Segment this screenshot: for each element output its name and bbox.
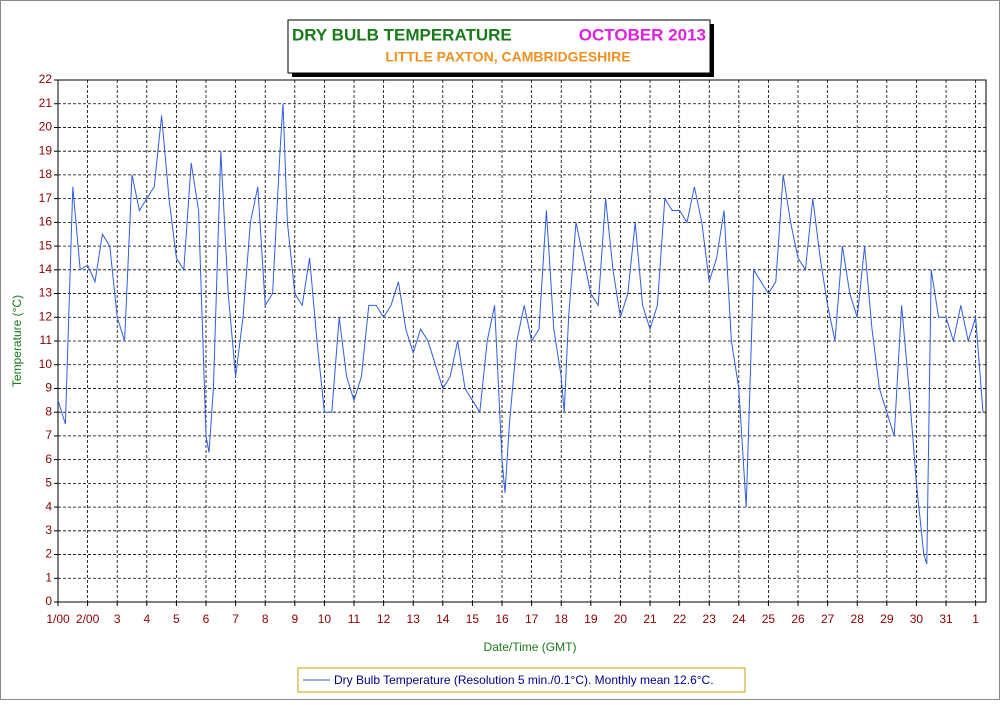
legend-box [297, 667, 746, 693]
x-tick-label: 1 [972, 612, 979, 626]
y-tick-label: 9 [45, 381, 52, 395]
y-tick-label: 0 [45, 594, 52, 608]
chart-title: DRY BULB TEMPERATURE [292, 25, 512, 44]
y-tick-label: 13 [39, 286, 53, 300]
y-tick-label: 4 [45, 499, 52, 513]
x-tick-label: 29 [880, 612, 894, 626]
x-tick-label: 21 [643, 612, 657, 626]
plot-frame [57, 79, 987, 603]
x-tick-label: 17 [525, 612, 539, 626]
x-tick-label: 22 [673, 612, 687, 626]
title-box [287, 19, 711, 74]
y-tick-label: 10 [39, 357, 53, 371]
y-tick-label: 17 [39, 191, 53, 205]
y-tick-label: 14 [39, 262, 53, 276]
x-tick-label: 19 [584, 612, 598, 626]
x-axis-label: Date/Time (GMT) [484, 640, 577, 654]
y-tick-label: 21 [39, 96, 53, 110]
y-tick-label: 19 [39, 143, 53, 157]
x-tick-label: 18 [555, 612, 569, 626]
x-tick-label: 10 [318, 612, 332, 626]
y-tick-label: 1 [45, 570, 52, 584]
chart-subtitle: LITTLE PAXTON, CAMBRIDGESHIRE [385, 49, 630, 65]
x-tick-label: 28 [851, 612, 865, 626]
x-tick-label: 3 [114, 612, 121, 626]
x-tick-label: 27 [821, 612, 835, 626]
plot-area [58, 80, 986, 602]
x-tick-label: 24 [732, 612, 746, 626]
x-tick-label: 12 [377, 612, 391, 626]
x-tick-label: 26 [791, 612, 805, 626]
x-tick-label: 8 [262, 612, 269, 626]
legend-label: Dry Bulb Temperature (Resolution 5 min./… [334, 673, 714, 687]
y-tick-label: 15 [39, 238, 53, 252]
x-tick-label: 23 [703, 612, 717, 626]
temperature-line [57, 103, 984, 565]
y-tick-label: 12 [39, 309, 53, 323]
x-tick-label: 25 [762, 612, 776, 626]
y-tick-label: 18 [39, 167, 53, 181]
x-tick-label: 4 [143, 612, 150, 626]
y-tick-label: 11 [40, 333, 53, 347]
x-tick-label: 30 [910, 612, 924, 626]
x-tick-label: 14 [436, 612, 450, 626]
x-tick-label: 11 [348, 612, 361, 626]
chart-title-period: OCTOBER 2013 [579, 25, 706, 44]
x-tick-label: 13 [407, 612, 421, 626]
x-tick-label: 9 [291, 612, 298, 626]
x-tick-label: 16 [495, 612, 509, 626]
y-tick-label: 22 [39, 72, 53, 86]
y-axis-label: Temperature (°C) [10, 295, 24, 387]
x-tick-label: 31 [939, 612, 953, 626]
x-tick-label: 1/00 [46, 612, 70, 626]
y-tick-label: 8 [45, 404, 52, 418]
x-tick-label: 20 [614, 612, 628, 626]
y-tick-label: 2 [45, 547, 52, 561]
y-tick-label: 6 [45, 452, 52, 466]
x-tick-label: 7 [232, 612, 239, 626]
y-tick-label: 3 [45, 523, 52, 537]
x-tick-label: 15 [466, 612, 480, 626]
y-tick-label: 5 [45, 476, 52, 490]
x-tick-label: 6 [203, 612, 210, 626]
y-tick-label: 7 [45, 428, 52, 442]
x-tick-label: 5 [173, 612, 180, 626]
y-tick-label: 16 [39, 215, 53, 229]
x-tick-label: 2/00 [76, 612, 100, 626]
y-tick-label: 20 [39, 120, 53, 134]
